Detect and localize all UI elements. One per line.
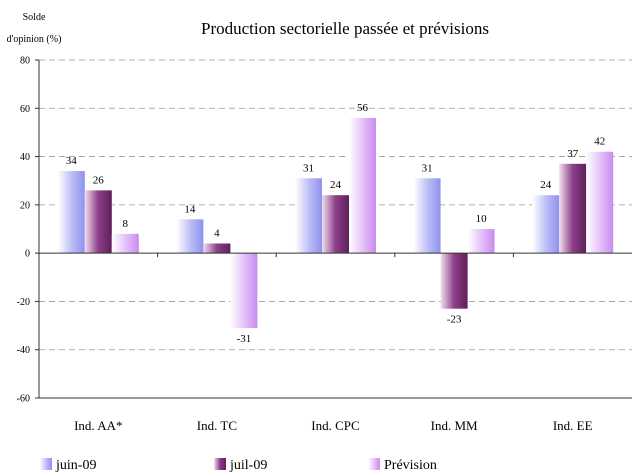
bar: [413, 178, 441, 254]
bar: [84, 190, 112, 254]
data-label: 26: [93, 174, 105, 186]
bar: [111, 233, 139, 254]
bar: [57, 171, 85, 254]
data-label: 8: [123, 218, 129, 230]
legend-swatch: [368, 458, 380, 470]
y-tick-label: 0: [25, 249, 30, 260]
bar: [203, 243, 231, 254]
y-axis-label-line2: d'opinion (%): [7, 34, 62, 45]
data-label: 24: [540, 179, 552, 191]
category-label: Ind. AA*: [74, 418, 122, 433]
legend-swatch: [214, 458, 226, 470]
bar: [467, 229, 495, 254]
legend-label: juil-09: [229, 458, 267, 473]
legend-swatch: [40, 458, 52, 470]
data-label: 24: [330, 179, 342, 191]
data-label: 4: [214, 227, 220, 239]
y-tick-label: -40: [17, 345, 30, 356]
bar: [559, 163, 587, 254]
bar: [295, 178, 322, 254]
y-tick-label: 40: [20, 152, 30, 163]
legend-item: Prévision: [368, 458, 437, 473]
data-label: 37: [567, 148, 579, 160]
y-tick-label: 80: [20, 56, 30, 67]
legend-label: juin-09: [55, 458, 96, 473]
legend-item: juil-09: [214, 458, 267, 473]
bar: [532, 195, 560, 254]
bars: [57, 117, 614, 328]
y-tick-label: 60: [20, 104, 30, 115]
category-label: Ind. CPC: [311, 418, 359, 433]
axes: -60 -40 -20 0 20 40 60 80 Ind. AA* Ind. TC Ind. CP…: [17, 56, 632, 433]
y-tick-label: -20: [17, 297, 30, 308]
data-label: 31: [303, 162, 314, 174]
category-label: Ind. TC: [197, 418, 237, 433]
legend: juin-09 juil-09 Prévision: [40, 458, 437, 473]
y-tick-label: 20: [20, 200, 30, 211]
y-axis-label-line1: Solde: [23, 12, 46, 23]
bar: [349, 117, 376, 254]
bar: [586, 151, 614, 254]
data-label: 10: [476, 213, 488, 225]
category-label: Ind. EE: [553, 418, 593, 433]
bar: [440, 253, 468, 309]
data-labels: 34 26 8 14 4 31 24 56 31 -23 10 24 37 42 -31: [66, 102, 605, 345]
data-label: 31: [422, 162, 433, 174]
bar: [176, 219, 204, 254]
bar: [230, 253, 258, 328]
legend-label: Prévision: [384, 458, 437, 473]
chart-title: Production sectorielle passée et prévisi…: [201, 19, 489, 38]
data-label: 56: [357, 102, 369, 114]
data-label: 14: [184, 203, 196, 215]
y-tick-label: -60: [17, 394, 30, 405]
data-label: 34: [66, 155, 78, 167]
data-label: -31: [237, 333, 252, 345]
category-label: Ind. MM: [431, 418, 478, 433]
legend-item: juin-09: [40, 458, 96, 473]
bar: [322, 195, 349, 254]
data-label: 42: [594, 136, 605, 148]
data-label: -23: [447, 314, 462, 326]
